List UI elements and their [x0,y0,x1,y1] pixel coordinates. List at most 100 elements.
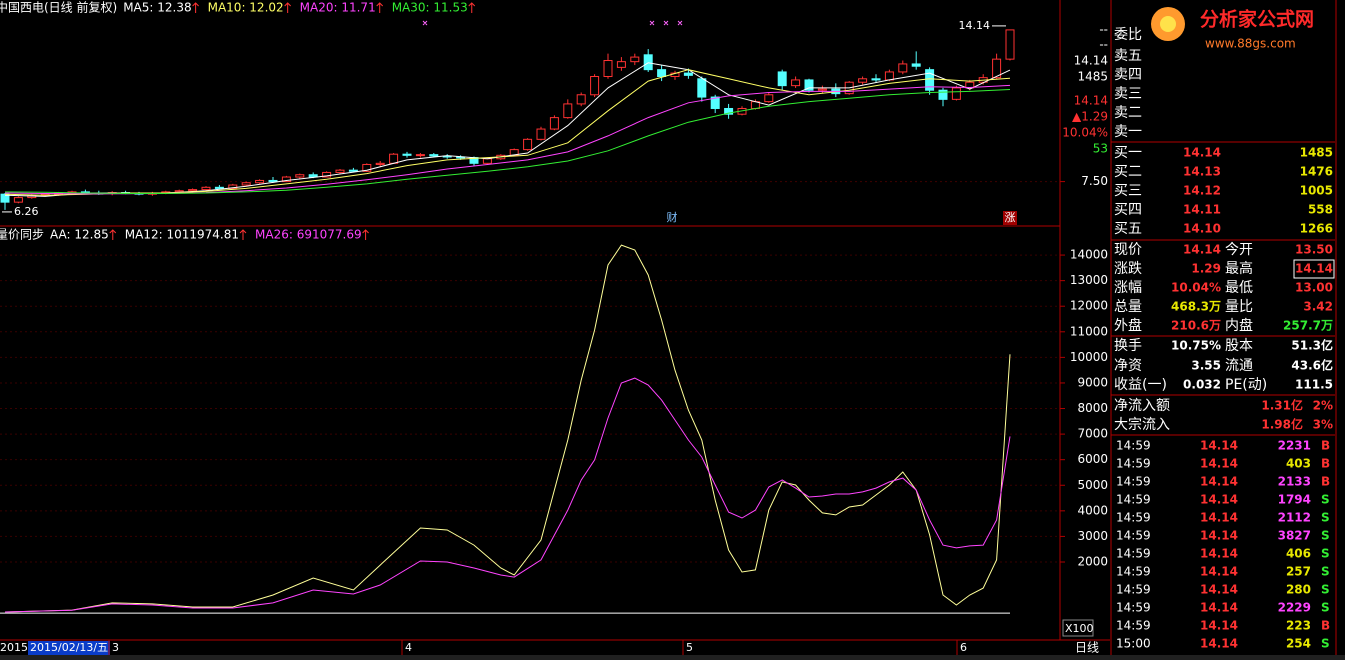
trade-price: 14.14 [1200,475,1238,489]
high-label: 14.14 [959,19,991,32]
book-volume: 1476 [1300,165,1333,179]
y-tick-label: 7000 [1077,427,1108,441]
candle-body [482,158,492,164]
trade-volume: 223 [1286,619,1311,633]
up-arrow [376,2,384,13]
candle-body [697,78,707,98]
stat-value: 14.14 [1183,243,1221,257]
book-label: 卖三 [1114,86,1142,102]
book-label: 买五 [1114,221,1142,237]
up-arrow [239,229,247,240]
candle-body [791,79,801,87]
candle-body [268,179,278,183]
book-label: 买二 [1114,164,1142,180]
candle-body [764,94,774,103]
candle-body [804,79,814,91]
book-price: 14.14 [1183,146,1221,160]
trade-time: 14:59 [1116,511,1151,525]
book-label: 卖二 [1114,105,1142,121]
trade-side: B [1321,475,1330,489]
legend-item: MA26: 691077.69 [255,228,362,242]
stat-label: 换手 [1114,337,1142,354]
event-marker: 财 [667,210,678,224]
book-price: 14.10 [1183,222,1221,236]
candle-body [576,94,586,105]
book-volume: 1485 [1300,146,1333,160]
candle-body [710,96,720,109]
candle-body [536,128,546,140]
candle-body [817,88,827,91]
trade-time: 14:59 [1116,583,1151,597]
stat-value: 13.00 [1295,281,1333,295]
tab[interactable]: 日线 [1075,641,1099,655]
legend-item: MA20: 11.71 [300,1,376,15]
trade-volume: 3827 [1278,529,1311,543]
stat-value: 10.75% [1171,339,1221,353]
legend-item: MA5: 12.38 [123,1,191,15]
trade-price: 14.14 [1200,439,1238,453]
candle-body [389,153,399,164]
book-label: 委比 [1114,27,1142,43]
date-label: 4 [405,641,412,654]
stat-label: 今开 [1225,242,1253,258]
legend-item: AA: 12.85 [50,228,109,242]
candle-body [375,162,385,165]
candle-body [241,182,251,186]
stat-label: 股本 [1225,338,1253,354]
side-label: 53 [1093,142,1108,156]
candle-body [322,171,332,178]
stat-label: 量比 [1225,299,1253,315]
stat-label: 涨跌 [1114,261,1142,277]
event-marker: 涨 [1005,211,1016,224]
trade-time: 15:00 [1116,637,1151,651]
trade-price: 14.14 [1200,637,1238,651]
stat-value: 257.7万 [1283,319,1333,333]
trade-volume: 254 [1286,637,1311,651]
book-label: 买四 [1114,202,1142,218]
candle-body [951,87,961,100]
candle-body [214,186,224,189]
y-tick-label: 5000 [1077,478,1108,492]
stat-value: 3.55 [1191,359,1221,373]
scale-box [1062,619,1094,637]
book-label: 卖一 [1114,124,1142,140]
candle-body [335,169,345,173]
candle-body [13,197,23,203]
stat-value: 14.14 [1295,262,1333,276]
date-label: 2015 [0,641,28,654]
logo-url: www.88gs.com [1205,37,1296,51]
candle-body [429,154,439,157]
stat-value: 210.6万 [1171,319,1221,333]
stat-label: 收益(一) [1114,377,1167,393]
stat-value: 0.032 [1183,378,1221,392]
event-crosses [422,20,683,26]
candle-body [683,72,693,76]
y-tick-label: 3000 [1077,529,1108,543]
stat-value: 1.29 [1191,262,1221,276]
trade-side: S [1321,493,1330,507]
y-tick-label: 2000 [1077,554,1108,568]
up-arrow [362,229,369,240]
flow-value: 1.31亿 [1261,398,1303,413]
trade-price: 14.14 [1200,601,1238,615]
candle-body [281,176,291,183]
candle-body [348,169,358,172]
candle-body [0,193,10,203]
ma-line [4,89,1011,194]
y-tick-label: 4000 [1077,503,1108,517]
chart-title: 中国西电(日线 前复权) [0,0,117,15]
trade-time: 14:59 [1116,439,1151,453]
stat-label: PE(动) [1225,377,1267,393]
low-label: 6.26 [14,205,39,218]
candle-body [630,56,640,63]
indicator-line [4,244,1011,613]
candle-body [523,138,533,151]
trade-price: 14.14 [1200,493,1238,507]
stat-label: 内盘 [1225,317,1253,334]
candle-body [911,63,921,67]
event-box [1003,211,1017,225]
candle-body [884,71,894,81]
trade-time: 14:59 [1116,601,1151,615]
